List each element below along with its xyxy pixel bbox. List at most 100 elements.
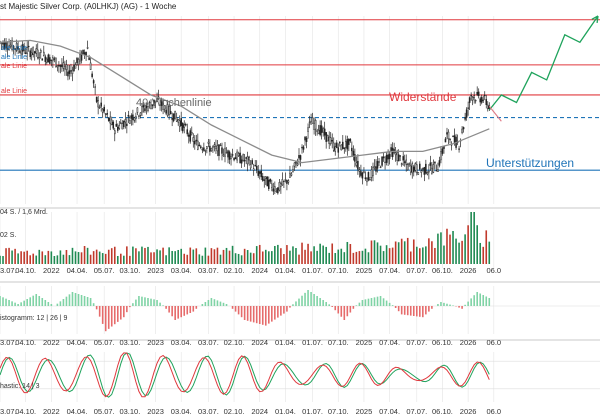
macd-bar: [412, 306, 415, 316]
candle: [213, 141, 216, 152]
candle: [385, 151, 388, 166]
candle: [302, 145, 305, 153]
candle: [459, 138, 462, 148]
x-tick-label: 03.10.: [119, 266, 140, 275]
volume-bar: [343, 252, 346, 264]
candle: [109, 111, 112, 131]
macd-bar: [213, 299, 216, 306]
candle: [44, 54, 47, 66]
x-tick-label: 2023: [147, 266, 164, 275]
macd-bar: [301, 295, 303, 306]
volume-bar: [261, 251, 264, 264]
macd-bar: [225, 304, 228, 306]
candle: [329, 132, 332, 146]
candle: [452, 135, 454, 138]
volume-bar: [240, 255, 243, 264]
candle: [100, 96, 102, 112]
volume-bar: [0, 255, 1, 264]
x-tick-label: 06.0: [486, 266, 501, 275]
candle: [76, 57, 78, 66]
candle: [147, 103, 149, 113]
macd-bar: [195, 306, 198, 309]
candle: [110, 116, 113, 126]
candle: [222, 148, 225, 157]
macd-bar: [449, 304, 451, 306]
volume-bar: [113, 246, 116, 264]
candle: [342, 135, 344, 150]
candle: [6, 41, 9, 58]
volume-bar: [222, 249, 225, 264]
candle: [174, 110, 176, 120]
volume-bar: [440, 232, 442, 264]
candle: [304, 135, 306, 146]
volume-bar: [116, 255, 119, 264]
candle: [355, 156, 358, 168]
x-tick-label: 2025: [356, 266, 373, 275]
candle: [225, 147, 228, 154]
macd-bar: [59, 301, 62, 306]
macd-bar: [271, 306, 273, 322]
candle: [237, 151, 240, 157]
volume-bar: [403, 241, 406, 264]
candle: [268, 176, 270, 191]
macd-bar: [376, 296, 379, 306]
candle: [252, 163, 255, 176]
candle: [286, 179, 288, 191]
support-annotation: Unterstützungen: [486, 156, 574, 170]
x-tick-label: 2025: [356, 407, 373, 416]
resistance-annotation: Widerstände: [389, 90, 457, 104]
macd-bar: [219, 301, 222, 306]
volume-bar: [207, 255, 210, 264]
candle: [201, 147, 204, 154]
candle: [136, 107, 139, 116]
candle: [468, 96, 471, 111]
volume-bar: [26, 250, 28, 264]
x-tick-label: 06.10.: [432, 407, 453, 416]
macd-bar: [68, 294, 71, 306]
candle: [171, 112, 173, 127]
candle: [258, 170, 261, 180]
legend: ale Linie ale Linie ale Linie ale Linie: [1, 45, 27, 95]
volume-bar: [177, 249, 179, 264]
candle: [375, 159, 377, 175]
candle: [269, 178, 272, 184]
candle: [115, 120, 118, 127]
candle: [71, 66, 74, 82]
volume-bar: [225, 247, 228, 264]
candle: [449, 138, 451, 144]
candle: [180, 111, 182, 131]
volume-bar: [47, 250, 50, 264]
candle: [36, 43, 39, 60]
volume-bar: [310, 251, 312, 264]
candle: [83, 49, 86, 59]
candle: [257, 164, 260, 178]
macd-bar: [488, 298, 491, 306]
x-tick-label: 04.10.: [15, 266, 36, 275]
candle: [104, 113, 107, 117]
candle: [477, 88, 480, 99]
candle: [411, 161, 414, 179]
candle: [388, 150, 391, 165]
candle: [458, 145, 460, 153]
candle: [444, 136, 447, 143]
macd-bar: [289, 306, 291, 308]
macd-bar: [177, 306, 179, 319]
candle: [98, 104, 101, 110]
candle: [254, 160, 256, 167]
candle: [55, 57, 57, 68]
volume-bar: [29, 255, 32, 264]
macd-bar: [343, 306, 346, 320]
candle: [287, 179, 290, 185]
candle: [187, 132, 190, 144]
candle: [438, 156, 441, 168]
volume-bar: [286, 245, 288, 264]
volume-bar: [141, 246, 143, 264]
macd-bar: [56, 303, 59, 306]
candle: [117, 123, 119, 133]
x-tick-label: 05.07.: [94, 338, 115, 347]
macd-bar: [20, 302, 22, 306]
macd-bar: [406, 306, 409, 316]
volume-bar: [11, 250, 13, 264]
macd-bar: [5, 298, 7, 306]
candle: [230, 153, 232, 166]
